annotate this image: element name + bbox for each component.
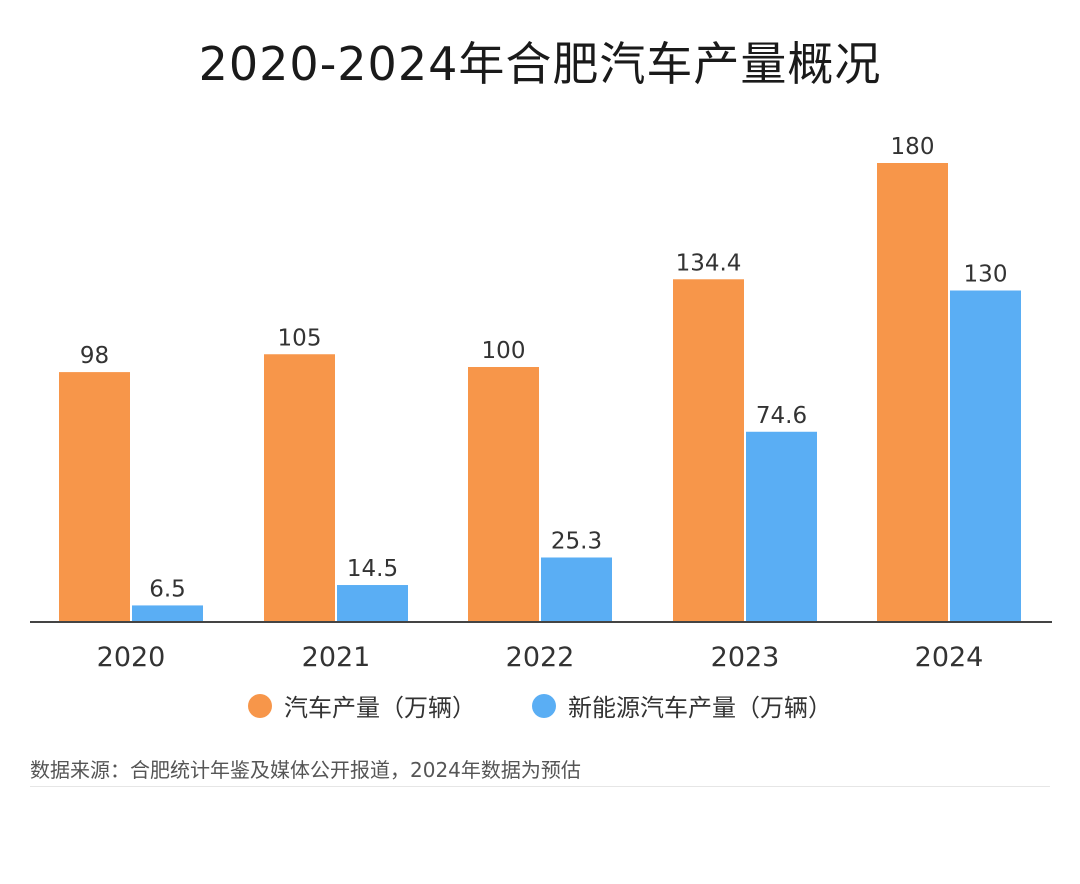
legend-label-total: 汽车产量（万辆） bbox=[284, 694, 476, 722]
bar-nev-2022 bbox=[541, 557, 612, 622]
x-tick-label-2024: 2024 bbox=[915, 642, 984, 673]
legend-item-nev: 新能源汽车产量（万辆） bbox=[532, 688, 832, 723]
x-tick-label-2023: 2023 bbox=[711, 642, 780, 673]
data-label-nev-2021: 14.5 bbox=[347, 556, 398, 582]
bar-total-2023 bbox=[673, 279, 744, 622]
source-note: 数据来源：合肥统计年鉴及媒体公开报道，2024年数据为预估 bbox=[30, 758, 581, 782]
legend-label-nev: 新能源汽车产量（万辆） bbox=[568, 694, 832, 722]
legend-swatch-total bbox=[248, 693, 272, 718]
divider bbox=[30, 786, 1050, 787]
data-label-total-2024: 180 bbox=[891, 134, 935, 160]
bar-total-2021 bbox=[264, 354, 335, 622]
bar-nev-2024 bbox=[950, 290, 1021, 622]
bar-nev-2020 bbox=[132, 605, 203, 622]
legend-item-total: 汽车产量（万辆） bbox=[248, 688, 476, 723]
bar-total-2020 bbox=[59, 372, 130, 622]
bar-nev-2023 bbox=[746, 431, 817, 622]
data-label-total-2023: 134.4 bbox=[676, 250, 742, 276]
bar-total-2024 bbox=[877, 163, 948, 622]
data-label-nev-2024: 130 bbox=[964, 262, 1008, 288]
legend-swatch-nev bbox=[532, 693, 556, 718]
x-tick-label-2021: 2021 bbox=[302, 642, 371, 673]
data-label-total-2021: 105 bbox=[278, 325, 322, 351]
data-label-nev-2022: 25.3 bbox=[551, 528, 602, 554]
data-label-nev-2020: 6.5 bbox=[149, 576, 186, 602]
bar-nev-2021 bbox=[337, 585, 408, 622]
data-label-nev-2023: 74.6 bbox=[756, 403, 807, 429]
x-tick-label-2022: 2022 bbox=[506, 642, 575, 673]
chart-title: 2020-2024年合肥汽车产量概况 bbox=[198, 37, 882, 91]
x-tick-label-2020: 2020 bbox=[97, 642, 166, 673]
bar-chart: 98 6.5 2020 105 14.5 2021 100 25.3 2022 134.4 74.6… bbox=[30, 134, 1052, 673]
data-label-total-2022: 100 bbox=[482, 338, 526, 364]
data-label-total-2020: 98 bbox=[80, 343, 109, 369]
bar-total-2022 bbox=[468, 367, 539, 622]
legend: 汽车产量（万辆） 新能源汽车产量（万辆） bbox=[0, 688, 1080, 723]
